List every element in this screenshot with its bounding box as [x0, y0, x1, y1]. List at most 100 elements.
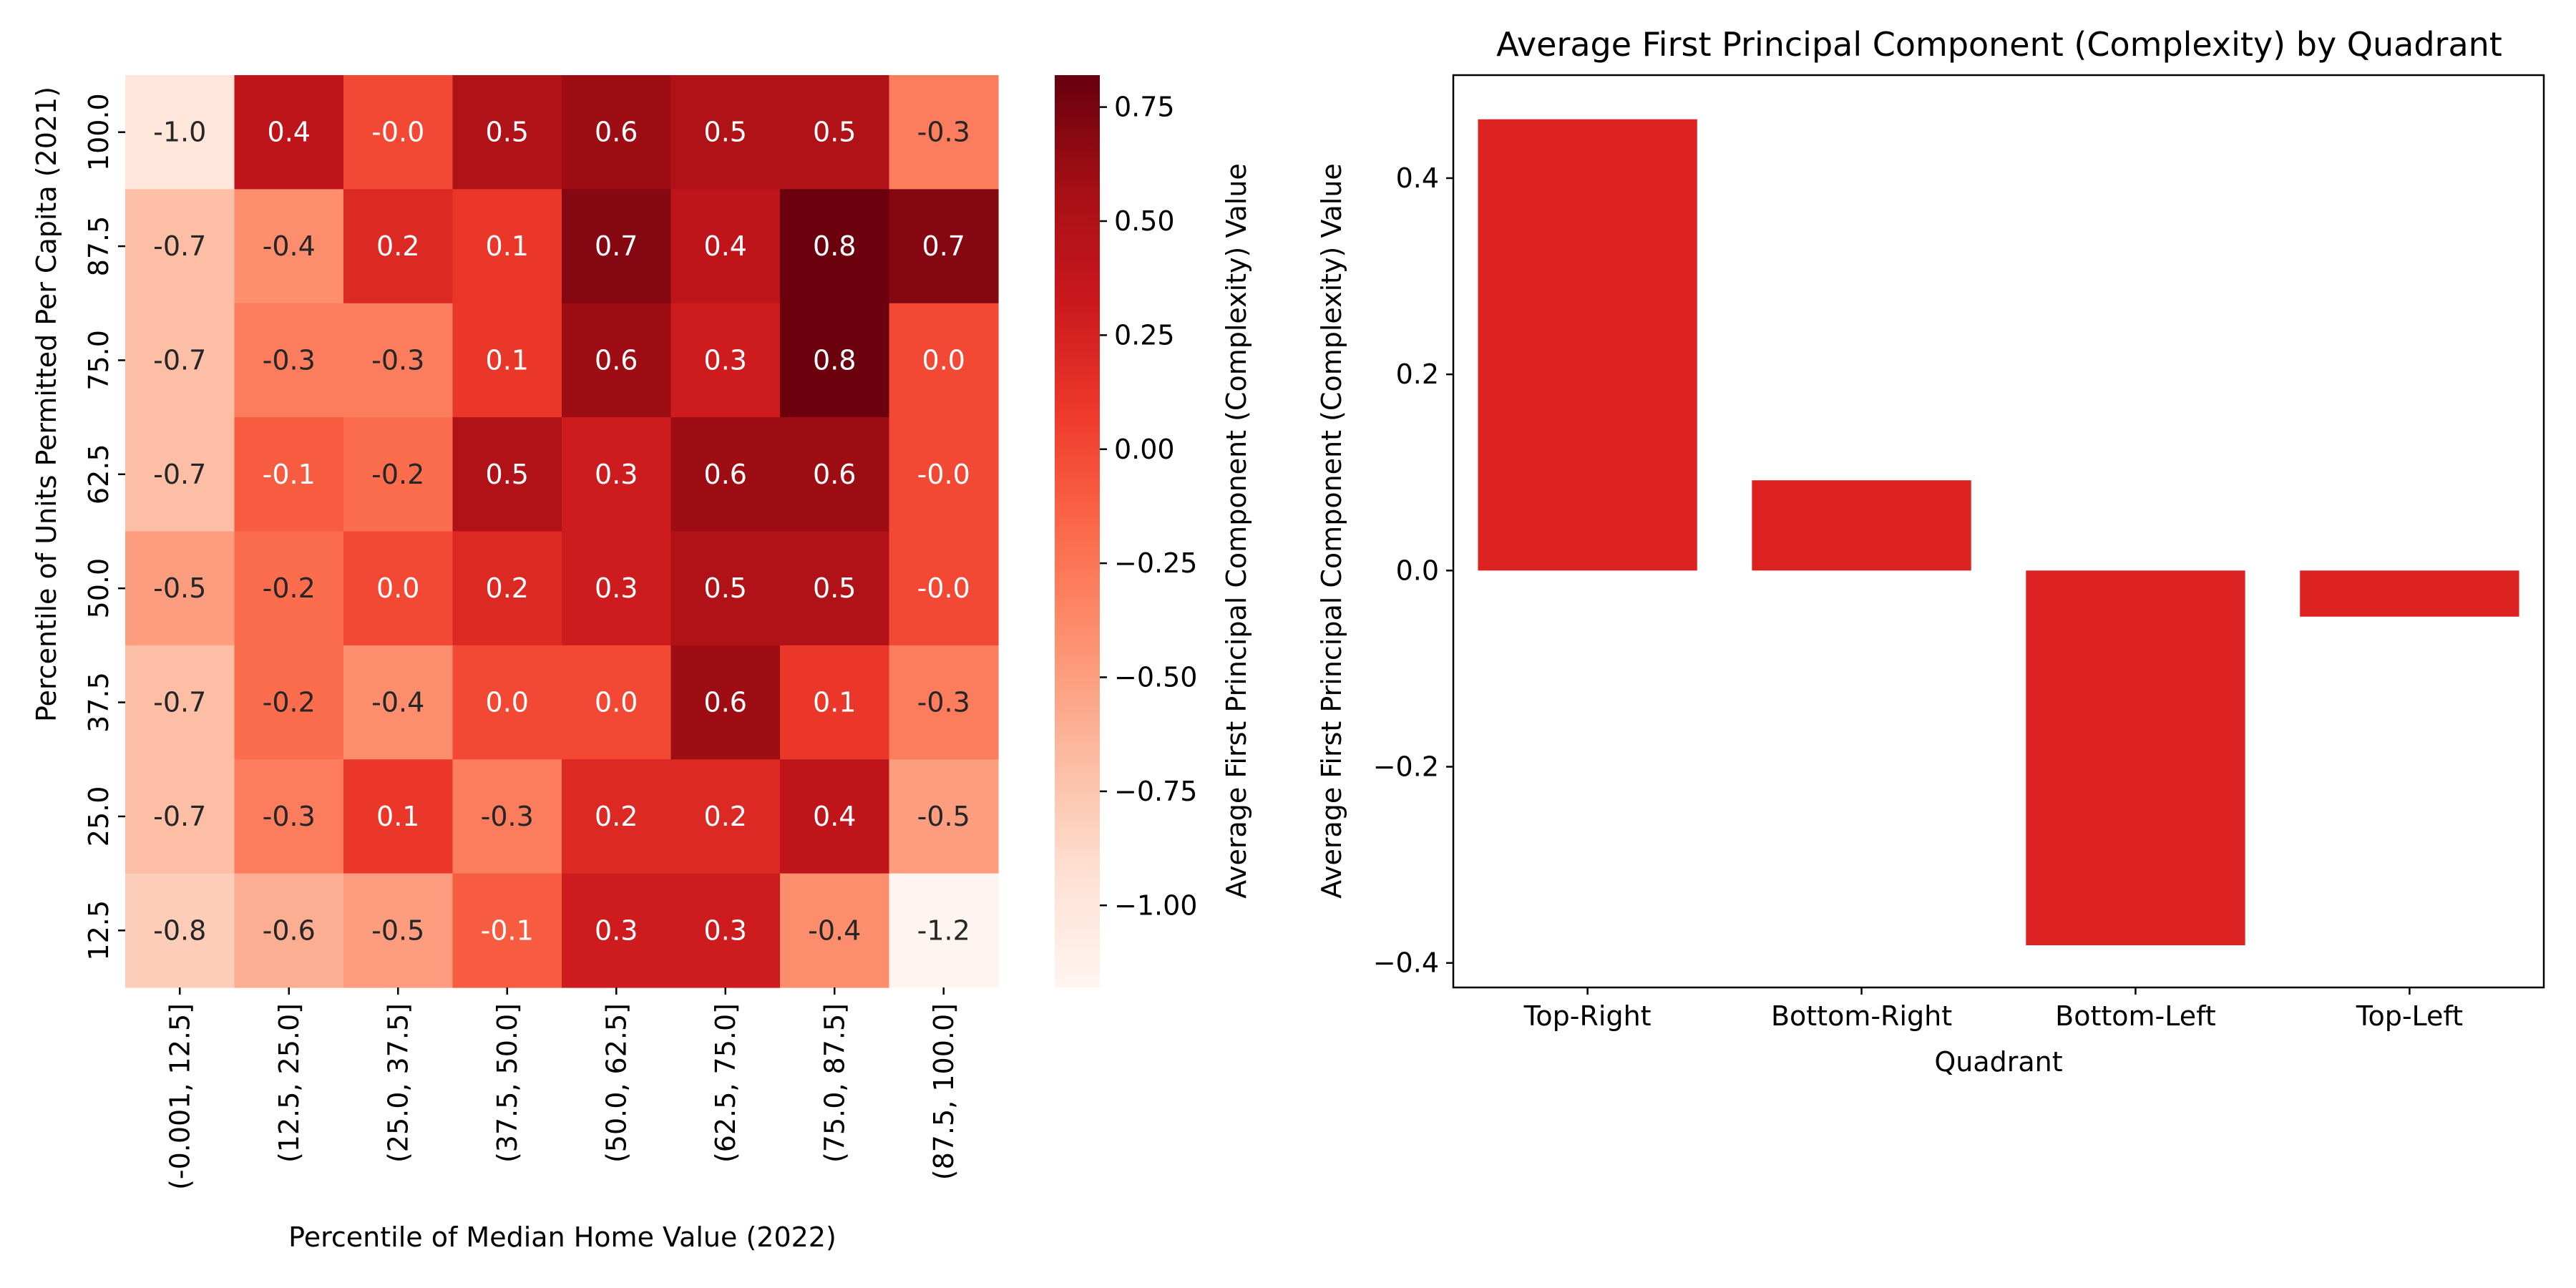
heatmap-x-tick-label: (-0.001, 12.5] — [164, 1003, 195, 1190]
heatmap-cell — [125, 303, 235, 418]
heatmap-cell — [889, 303, 999, 418]
heatmap-cell — [452, 75, 562, 190]
heatmap-cell-value: -0.3 — [481, 801, 534, 832]
colorbar: 0.75 0.50 0.25 0.00 −0.25 −0.50 −0.75 −1.00 Ave… — [1055, 75, 1252, 987]
heatmap-cell — [125, 873, 235, 988]
heatmap-cell — [125, 189, 235, 304]
heatmap-cell — [234, 303, 344, 418]
heatmap-y-tick-label: 25.0 — [83, 786, 114, 847]
heatmap-cell-value: -0.7 — [153, 344, 206, 376]
heatmap-cell-value: -0.5 — [917, 801, 970, 832]
heatmap-cell-value: 0.1 — [486, 344, 529, 376]
heatmap-cell-value: -0.3 — [917, 117, 970, 148]
heatmap-cell — [670, 417, 781, 532]
bar-chart-x-tick-label: Bottom-Right — [1771, 1000, 1952, 1032]
bar-bottom-left — [2026, 570, 2245, 946]
heatmap-cell-value: -0.3 — [371, 344, 424, 376]
heatmap-cell-value: 0.3 — [595, 572, 638, 604]
heatmap-cells: -1.0 0.4 -0.0 0.5 0.6 0.5 0.5 -0.3 -0.7 -0.4 0.2 0.… — [125, 75, 999, 988]
heatmap-x-tick-label: (12.5, 25.0] — [273, 1003, 305, 1163]
heatmap-cell — [125, 417, 235, 532]
heatmap-x-tick-label: (37.5, 50.0] — [492, 1003, 523, 1163]
heatmap-cell-value: 0.5 — [813, 572, 856, 604]
heatmap-y-tick-label: 75.0 — [83, 330, 114, 391]
bar-top-left — [2300, 570, 2519, 617]
heatmap-cell-value: 0.8 — [813, 230, 856, 262]
heatmap-cell — [343, 759, 454, 874]
colorbar-tick-label: 0.75 — [1114, 92, 1175, 123]
heatmap-cell — [452, 531, 562, 646]
heatmap-cell — [343, 531, 454, 646]
bar-chart-y-tick-label: 0.4 — [1396, 162, 1439, 194]
heatmap-cell — [562, 75, 672, 190]
colorbar-tick-label: −0.25 — [1114, 547, 1197, 579]
heatmap-cell — [343, 303, 454, 418]
colorbar-tick-label: 0.00 — [1114, 434, 1175, 465]
heatmap-cell — [452, 873, 562, 988]
heatmap-cell — [234, 645, 344, 760]
heatmap-y-tick-label: 87.5 — [83, 216, 114, 277]
bars — [1478, 119, 2519, 946]
colorbar-tick-label: −1.00 — [1114, 889, 1197, 921]
heatmap-cell-value: 0.0 — [922, 344, 965, 376]
heatmap-cell-value: -0.6 — [263, 914, 316, 946]
heatmap-y-tick-labels: 100.0 87.5 75.0 62.5 50.0 37.5 25.0 12.5 — [83, 93, 125, 961]
heatmap-cell-value: -0.5 — [371, 914, 424, 946]
heatmap-cell-value: -0.3 — [917, 687, 970, 718]
heatmap-cell — [452, 417, 562, 532]
heatmap-cell-value: -1.0 — [153, 117, 206, 148]
heatmap-cell-value: -0.5 — [153, 572, 206, 604]
heatmap-cell-value: 0.3 — [595, 914, 638, 946]
heatmap-y-axis-label: Percentile of Units Permitted Per Capita… — [31, 87, 62, 722]
heatmap-cell-value: 0.5 — [813, 117, 856, 148]
heatmap-cell-value: 0.3 — [704, 914, 747, 946]
heatmap-cell — [889, 759, 999, 874]
heatmap-cell-value: -0.0 — [917, 572, 970, 604]
heatmap-x-tick-label: (62.5, 75.0] — [710, 1003, 741, 1163]
heatmap-cell — [780, 759, 890, 874]
heatmap-cell-value: 0.2 — [486, 572, 529, 604]
heatmap-cell-value: -0.3 — [263, 344, 316, 376]
heatmap-cell-value: 0.7 — [922, 230, 965, 262]
heatmap-cell — [343, 873, 454, 988]
heatmap-y-tick-label: 37.5 — [83, 672, 114, 733]
heatmap-cell-value: 0.3 — [704, 344, 747, 376]
heatmap-cell-value: 0.4 — [704, 230, 747, 262]
heatmap-cell-value: 0.3 — [595, 459, 638, 490]
heatmap-cell — [125, 531, 235, 646]
bar-chart-x-tick-label: Top-Left — [2356, 1000, 2463, 1032]
heatmap-y-tick-label: 50.0 — [83, 558, 114, 619]
heatmap-cell-value: 0.2 — [704, 801, 747, 832]
heatmap-cell — [670, 189, 781, 304]
colorbar-label: Average First Principal Component (Compl… — [1221, 163, 1252, 899]
heatmap-cell — [234, 873, 344, 988]
heatmap-cell — [889, 873, 999, 988]
heatmap-cell-value: -1.2 — [917, 914, 970, 946]
heatmap-cell — [889, 417, 999, 532]
colorbar-ticks: 0.75 0.50 0.25 0.00 −0.25 −0.50 −0.75 −1.00 — [1100, 92, 1197, 921]
heatmap-cell-value: -0.7 — [153, 459, 206, 490]
heatmap-cell — [452, 189, 562, 304]
colorbar-tick-label: −0.50 — [1114, 662, 1197, 693]
heatmap-cell — [562, 531, 672, 646]
heatmap-cell-value: 0.5 — [486, 459, 529, 490]
heatmap-cell-value: -0.7 — [153, 230, 206, 262]
heatmap-cell — [889, 645, 999, 760]
bar-chart-axes-frame — [1452, 74, 2545, 989]
heatmap-cell-value: -0.2 — [263, 687, 316, 718]
bar-top-right — [1478, 119, 1697, 571]
bar-chart-x-axis-label: Quadrant — [1934, 1046, 2062, 1078]
heatmap-cell — [889, 531, 999, 646]
heatmap-cell-value: -0.7 — [153, 687, 206, 718]
heatmap-cell — [670, 645, 781, 760]
heatmap-cell — [780, 417, 890, 532]
bar-chart-x-tick-label: Top-Right — [1523, 1000, 1652, 1032]
heatmap-cell-value: 0.2 — [595, 801, 638, 832]
heatmap-cell-value: 0.7 — [595, 230, 638, 262]
heatmap-x-tick-label: (50.0, 62.5] — [600, 1003, 632, 1163]
heatmap-cell — [234, 759, 344, 874]
heatmap-cell-value: 0.5 — [704, 572, 747, 604]
heatmap-cell — [343, 417, 454, 532]
heatmap-cell-value: -0.2 — [263, 572, 316, 604]
